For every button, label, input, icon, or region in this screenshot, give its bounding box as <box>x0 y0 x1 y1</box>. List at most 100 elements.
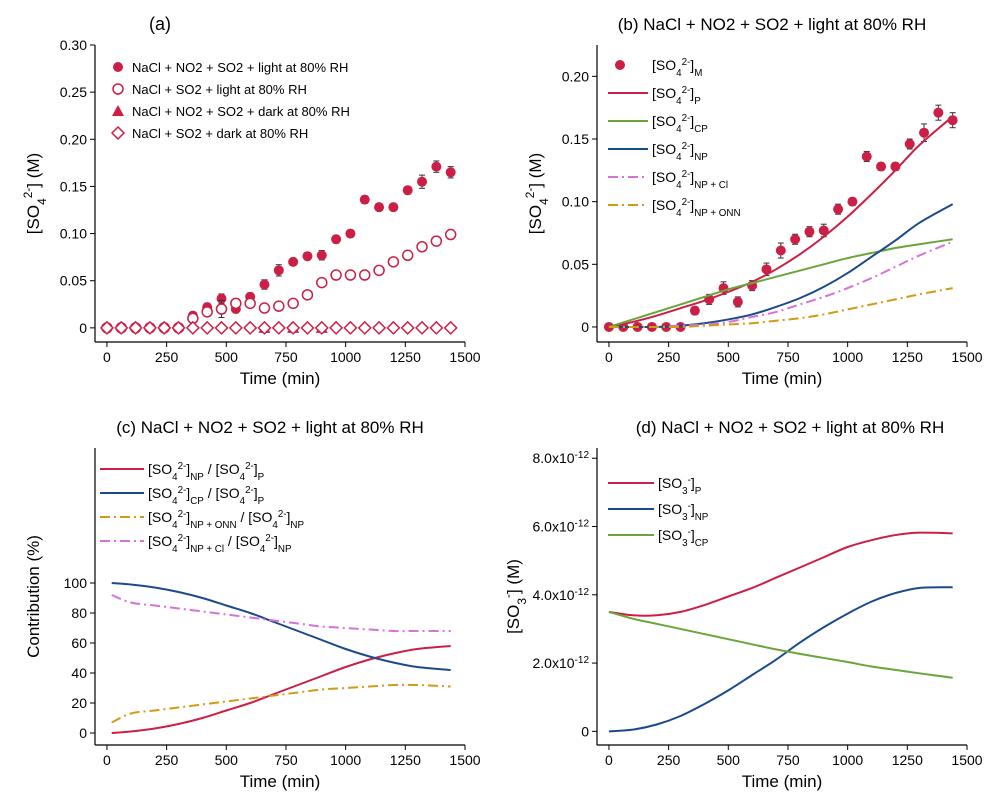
legend-item: [SO42-]M <box>615 57 702 79</box>
x-tick-label: 1500 <box>951 752 982 768</box>
data-point <box>216 293 227 304</box>
x-tick-label: 750 <box>274 349 298 365</box>
data-point <box>114 320 129 335</box>
legend-label: NaCl + NO2 + SO2 + dark at 80% RH <box>132 104 350 119</box>
data-point <box>258 302 271 314</box>
y-tick-label: 60 <box>71 635 87 651</box>
y-tick-label: 0.25 <box>60 84 87 100</box>
series-line <box>111 683 451 724</box>
x-axis-label-a: Time (min) <box>240 369 321 388</box>
x-tick-label: 250 <box>155 752 179 768</box>
data-point <box>732 296 743 307</box>
legend-item: [SO42-]CP / [SO42-]P <box>100 485 265 507</box>
data-point <box>259 279 270 290</box>
series-line <box>111 582 451 671</box>
x-tick-label: 1000 <box>330 752 361 768</box>
data-point <box>388 202 399 213</box>
y-axis-label-d: [SO3-] (M) <box>501 559 529 634</box>
data-point <box>429 320 444 335</box>
data-point <box>99 320 114 335</box>
data-point <box>919 127 930 138</box>
x-tick-label: 0 <box>103 349 111 365</box>
panel-title-d: (d) NaCl + NO2 + SO2 + light at 80% RH <box>636 418 945 437</box>
data-point <box>286 320 301 335</box>
data-point <box>316 250 327 261</box>
x-tick-label: 1500 <box>449 752 480 768</box>
y-tick-label: 0.10 <box>60 226 87 242</box>
panel-title-a: (a) <box>149 14 171 34</box>
data-point <box>414 320 430 335</box>
x-tick-label: 750 <box>776 752 800 768</box>
data-point <box>417 176 428 187</box>
x-axis-label-c: Time (min) <box>240 772 321 791</box>
x-tick-label: 250 <box>155 349 179 365</box>
data-point <box>273 300 285 312</box>
data-point <box>230 297 242 310</box>
data-point <box>314 320 329 335</box>
x-tick-label: 0 <box>103 752 111 768</box>
data-point <box>128 320 143 335</box>
series-line <box>608 115 954 328</box>
legend-label: [SO42-]NP / [SO42-]P <box>148 461 265 483</box>
y-tick-label: 40 <box>71 665 87 681</box>
data-point <box>876 161 887 172</box>
legend-label: [SO3-]P <box>658 475 702 497</box>
legend-label: [SO42-]CP <box>652 113 708 135</box>
legend-label: [SO42-]NP + Cl <box>652 169 728 191</box>
data-point <box>288 256 299 267</box>
panel-b: (b) NaCl + NO2 + SO2 + light at 80% RH 0 2… <box>523 15 983 388</box>
legend-label: [SO3-]NP <box>658 501 709 523</box>
y-tick-label: 6.0x10-12 <box>533 518 590 535</box>
data-point <box>142 320 157 335</box>
data-point <box>273 265 284 276</box>
x-axis-label-b: Time (min) <box>742 369 823 388</box>
data-point <box>330 269 342 281</box>
data-point <box>431 161 442 172</box>
data-point <box>861 151 872 162</box>
series-line <box>608 238 953 328</box>
data-point <box>430 235 443 247</box>
legend-item: [SO42-]P <box>608 85 701 107</box>
y-axis-label-b: [SO42-] (M) <box>523 153 551 234</box>
data-point <box>257 320 272 335</box>
data-point <box>345 228 356 239</box>
legend-item: [SO42-]NP + ONN <box>608 197 741 219</box>
data-point <box>300 320 315 335</box>
legend-item: [SO3-]CP <box>608 527 709 549</box>
series-a-1 <box>101 228 457 334</box>
data-point <box>171 320 186 335</box>
series-c-1 <box>111 582 451 671</box>
legend-label: [SO42-]M <box>652 57 702 79</box>
data-point <box>344 269 357 281</box>
y-tick-label: 0.20 <box>562 68 589 84</box>
data-point <box>271 320 286 335</box>
data-point <box>374 202 385 213</box>
data-point <box>818 225 829 236</box>
x-tick-label: 0 <box>605 752 613 768</box>
panel-title-c: (c) NaCl + NO2 + SO2 + light at 80% RH <box>116 418 424 437</box>
series-b-5 <box>608 287 953 329</box>
panel-a: (a) 0 250 500 750 1000 1250 1500 0 0.05 0.10 0.15 0.… <box>21 14 481 388</box>
legend-label: NaCl + SO2 + dark at 80% RH <box>132 126 308 141</box>
data-point <box>689 305 700 316</box>
series-line <box>111 645 451 734</box>
legend-item: [SO42-]NP + Cl / [SO42-]NP <box>100 533 292 555</box>
x-tick-label: 500 <box>717 752 741 768</box>
series-a-3 <box>99 320 458 335</box>
data-point <box>316 276 328 289</box>
series-c-3 <box>111 594 451 633</box>
y-tick-label: 0.15 <box>60 178 87 194</box>
series-b-0 <box>603 104 958 332</box>
y-tick-label: 0.15 <box>562 131 589 147</box>
data-point <box>675 321 686 332</box>
series-line <box>608 586 953 733</box>
data-point <box>243 320 258 335</box>
x-tick-label: 1250 <box>892 349 923 365</box>
y-tick-label: 80 <box>71 605 87 621</box>
data-point <box>933 107 944 118</box>
legend-item: [SO42-]NP <box>608 141 708 163</box>
data-point <box>761 264 772 275</box>
legend-label: [SO42-]NP <box>652 141 708 163</box>
data-point <box>157 320 172 335</box>
data-point <box>444 228 457 241</box>
